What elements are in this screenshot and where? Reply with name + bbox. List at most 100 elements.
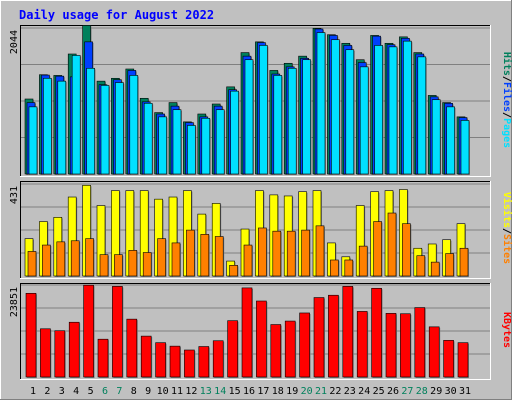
bar-pages: [187, 125, 196, 175]
x-tick-label: 20: [301, 386, 313, 397]
bar-pages: [431, 99, 441, 175]
bar-kbytes: [126, 318, 138, 378]
bar-pages: [143, 102, 153, 175]
bar-pages: [230, 90, 239, 175]
bar-kbytes: [313, 297, 325, 378]
bar-sites: [330, 259, 339, 277]
x-tick-label: 25: [373, 386, 385, 397]
legend: Hits/Files/Pages: [501, 52, 512, 148]
x-tick-label: 21: [315, 386, 327, 397]
x-tick-label: 18: [272, 386, 284, 397]
bar-pages: [273, 75, 283, 175]
bar-sites: [214, 236, 224, 277]
bar-kbytes: [457, 342, 469, 378]
legend: KBytes: [501, 312, 512, 348]
bar-sites: [157, 238, 166, 277]
bar-sites: [85, 238, 94, 277]
legend: Visits/Sites: [501, 192, 512, 264]
bar-kbytes: [227, 320, 238, 378]
bar-sites: [186, 229, 195, 277]
bar-kbytes: [25, 292, 37, 378]
x-tick-label: 14: [214, 386, 226, 397]
x-tick-label: 10: [157, 386, 169, 397]
legend-item: Files: [501, 82, 512, 112]
bar-pages: [172, 109, 182, 175]
x-tick-label: 27: [401, 386, 413, 397]
x-tick-label: 9: [145, 386, 151, 397]
bar-kbytes: [328, 294, 339, 378]
x-axis-day-labels: 1 2 3 4 5 6 7 8 9 10 11 12 13 14 15 16 17 18 19 20 21 22 23 24 2…: [30, 386, 471, 397]
bar-sites: [99, 254, 109, 277]
x-tick-label: 5: [88, 386, 94, 397]
bar-kbytes: [83, 284, 94, 378]
bar-kbytes: [428, 326, 440, 378]
bar-pages: [201, 117, 211, 175]
x-tick-label: 7: [116, 386, 122, 397]
bar-sites: [42, 244, 51, 277]
bar-sites: [387, 212, 397, 277]
bar-pages: [86, 67, 95, 175]
chart-title: Daily usage for August 2022: [19, 8, 214, 22]
bar-kbytes: [270, 324, 282, 378]
bar-pages: [244, 59, 254, 175]
bar-kbytes: [443, 340, 454, 378]
bar-sites: [272, 230, 282, 277]
legend-separator: /: [501, 112, 512, 118]
bar-pages: [28, 106, 38, 175]
x-tick-label: 12: [185, 386, 197, 397]
bar-pages: [71, 55, 81, 175]
y-axis-max-label: 431: [9, 186, 20, 204]
bar-pages: [374, 45, 383, 175]
bar-sites: [315, 225, 325, 277]
x-tick-label: 8: [131, 386, 137, 397]
bar-sites: [430, 261, 440, 277]
bar-kbytes: [140, 335, 152, 378]
x-tick-label: 26: [387, 386, 399, 397]
bar-sites: [344, 259, 354, 277]
x-tick-label: 30: [445, 386, 457, 397]
bar-pages: [302, 59, 311, 175]
x-tick-label: 17: [257, 386, 269, 397]
bar-sites: [416, 255, 426, 277]
bar-sites: [445, 253, 454, 277]
bar-pages: [331, 39, 340, 175]
x-tick-label: 23: [344, 386, 356, 397]
bar-sites: [128, 250, 138, 277]
legend-item: Visits: [501, 192, 512, 228]
x-tick-label: 13: [200, 386, 212, 397]
x-tick-label: 4: [73, 386, 79, 397]
x-tick-label: 31: [459, 386, 471, 397]
bar-sites: [402, 223, 411, 277]
x-tick-label: 24: [358, 386, 370, 397]
x-tick-label: 3: [59, 386, 65, 397]
x-tick-label: 2: [44, 386, 50, 397]
legend-separator: /: [501, 228, 512, 234]
bar-pages: [388, 46, 398, 175]
bar-sites: [200, 234, 210, 277]
bar-kbytes: [371, 287, 382, 378]
bar-pages: [100, 85, 110, 175]
bar-kbytes: [97, 338, 109, 378]
bar-sites: [358, 245, 368, 277]
bar-sites: [27, 251, 37, 277]
bar-pages: [215, 109, 225, 175]
legend-item: Sites: [501, 234, 512, 264]
y-axis-max-label: 23851: [9, 287, 20, 317]
bar-kbytes: [342, 286, 354, 378]
bar-kbytes: [40, 328, 51, 378]
bar-kbytes: [284, 320, 296, 378]
bar-kbytes: [400, 313, 411, 378]
bar-sites: [459, 247, 469, 277]
bar-pages: [57, 80, 67, 175]
bar-pages: [43, 77, 52, 175]
bar-sites: [229, 265, 238, 277]
bar-sites: [243, 244, 253, 277]
bar-pages: [359, 66, 369, 175]
bar-pages: [345, 49, 355, 175]
x-tick-label: 16: [243, 386, 255, 397]
x-tick-label: 19: [286, 386, 298, 397]
bar-kbytes: [414, 307, 426, 378]
bar-kbytes: [184, 349, 195, 378]
bar-sites: [171, 242, 181, 277]
bar-kbytes: [68, 321, 80, 378]
